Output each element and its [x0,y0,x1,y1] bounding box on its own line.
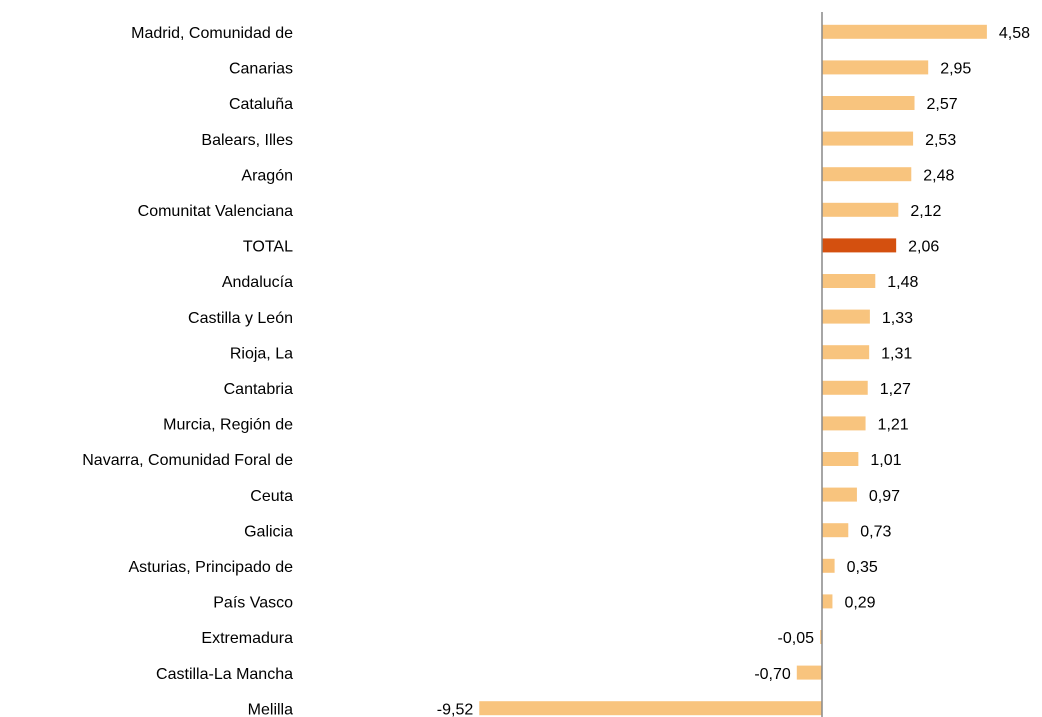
bar [822,594,833,609]
value-label: 2,57 [927,96,958,113]
value-label: 2,53 [925,132,956,149]
category-label: Cataluña [229,96,293,113]
bar [822,131,914,146]
category-label: Castilla y León [188,310,293,327]
category-label: Navarra, Comunidad Foral de [82,452,293,469]
bar [822,487,857,502]
category-label: TOTAL [243,239,293,256]
category-label: Melilla [248,701,293,717]
value-label: 1,48 [887,274,918,291]
value-label: 0,29 [844,595,875,612]
bar [822,274,876,288]
value-label: -0,70 [754,666,791,683]
category-label: Comunitat Valenciana [138,203,293,220]
bar [822,202,899,217]
category-label: Andalucía [222,274,293,291]
value-label: 1,01 [870,452,901,469]
bar [796,665,822,680]
value-label: 1,33 [882,310,913,327]
category-label: Extremadura [201,630,293,647]
bar [820,630,822,644]
value-label: 2,12 [910,203,941,220]
value-label: 2,48 [923,167,954,184]
value-label: 1,31 [881,345,912,362]
bar [822,60,929,75]
value-label: 0,35 [847,559,878,576]
category-label: Murcia, Región de [163,417,293,434]
category-label: Castilla-La Mancha [156,666,293,683]
category-label: Balears, Illes [201,132,293,149]
bar [822,309,870,324]
value-label: -0,05 [778,630,815,647]
category-label: Galicia [244,523,293,540]
category-label: Madrid, Comunidad de [131,25,293,42]
bar [822,345,870,360]
category-label: Ceuta [250,488,293,505]
bar [822,523,849,538]
value-label: 0,73 [860,523,891,540]
category-label: Aragón [241,167,293,184]
value-label: 1,21 [878,417,909,434]
category-label: Asturias, Principado de [128,559,293,576]
value-label: 2,06 [908,239,939,256]
value-label: 0,97 [869,488,900,505]
category-label: Rioja, La [230,345,293,362]
bar [822,416,866,431]
bar [479,701,822,716]
category-label: Canarias [229,61,293,78]
bar [822,167,912,182]
category-label: Cantabria [224,381,293,398]
category-label: País Vasco [213,595,293,612]
value-label: 1,27 [880,381,911,398]
bar [822,452,859,466]
value-label: -9,52 [437,701,474,717]
bar [822,238,897,253]
bar [822,96,915,110]
bar [822,24,987,39]
bar [822,380,868,395]
value-label: 4,58 [999,25,1030,42]
bar [822,558,835,573]
value-label: 2,95 [940,61,971,78]
